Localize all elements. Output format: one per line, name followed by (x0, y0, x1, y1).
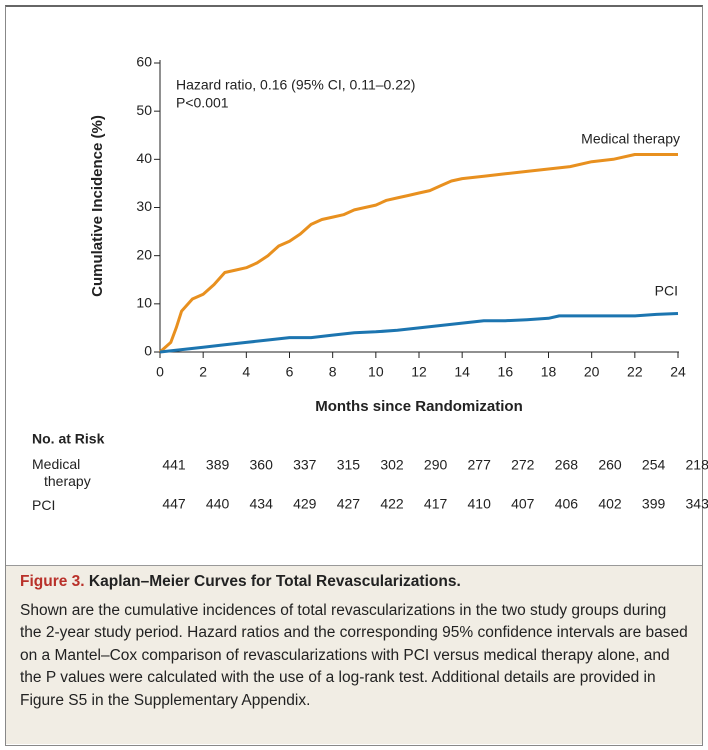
risk-count: 407 (511, 496, 535, 512)
caption-text: Shown are the cumulative incidences of t… (20, 601, 688, 709)
x-tick-label: 12 (411, 364, 427, 380)
x-tick-label: 16 (498, 364, 514, 380)
y-tick-label: 60 (136, 54, 152, 70)
series-line (159, 153, 678, 354)
risk-count: 427 (337, 496, 361, 512)
y-axis-title: Cumulative Incidence (%) (89, 115, 106, 297)
figure-frame (5, 5, 703, 746)
x-tick-label: 2 (199, 364, 207, 380)
annotation: Hazard ratio, 0.16 (95% CI, 0.11–0.22) (176, 77, 415, 93)
risk-count: 417 (424, 496, 448, 512)
risk-count: 337 (293, 457, 317, 473)
x-tick-label: 6 (286, 364, 294, 380)
risk-title: No. at Risk (32, 431, 105, 447)
series-line (159, 312, 679, 354)
x-tick-label: 10 (368, 364, 384, 380)
series-label: Medical therapy (581, 131, 680, 147)
risk-count: 447 (162, 496, 186, 512)
y-tick-label: 20 (136, 246, 152, 262)
risk-count: 290 (424, 457, 448, 473)
risk-count: 315 (337, 457, 361, 473)
risk-row-label: PCI (32, 497, 56, 513)
risk-count: 440 (206, 496, 230, 512)
risk-count: 254 (642, 457, 666, 473)
risk-count: 302 (380, 457, 404, 473)
risk-count: 429 (293, 496, 317, 512)
annotation: P<0.001 (176, 95, 229, 111)
caption: Figure 3. Kaplan–Meier Curves for Total … (6, 565, 702, 744)
y-tick-label: 10 (136, 295, 152, 311)
risk-count: 268 (555, 457, 579, 473)
chart: Cumulative Incidence (%) Months since Ra… (32, 54, 708, 512)
risk-count: 422 (380, 496, 404, 512)
y-tick-label: 0 (144, 343, 152, 359)
caption-head: Figure 3. Kaplan–Meier Curves for Total … (20, 571, 690, 594)
y-tick-label: 30 (136, 198, 152, 214)
x-tick-label: 0 (156, 364, 164, 380)
x-axis-title: Months since Randomization (315, 398, 523, 415)
x-tick-label: 20 (584, 364, 600, 380)
y-tick-label: 40 (136, 150, 152, 166)
risk-count: 402 (598, 496, 622, 512)
risk-count: 434 (250, 496, 274, 512)
x-tick-label: 24 (670, 364, 686, 380)
risk-count: 218 (686, 457, 708, 473)
x-tick-label: 4 (242, 364, 250, 380)
risk-count: 360 (250, 457, 274, 473)
x-tick-label: 22 (627, 364, 643, 380)
caption-title: Kaplan–Meier Curves for Total Revascular… (88, 573, 461, 590)
risk-count: 441 (162, 457, 186, 473)
risk-row-label: Medical therapy (32, 456, 91, 489)
x-tick-label: 18 (541, 364, 557, 380)
x-tick-label: 8 (329, 364, 337, 380)
risk-count: 406 (555, 496, 579, 512)
risk-count: 410 (468, 496, 492, 512)
risk-count: 399 (642, 496, 666, 512)
series-label: PCI (655, 283, 678, 299)
risk-count: 343 (686, 496, 708, 512)
x-tick-label: 14 (454, 364, 470, 380)
risk-count: 389 (206, 457, 230, 473)
risk-count: 272 (511, 457, 535, 473)
y-tick-label: 50 (136, 102, 152, 118)
caption-label: Figure 3. (20, 573, 85, 590)
risk-count: 277 (468, 457, 492, 473)
risk-count: 260 (598, 457, 622, 473)
